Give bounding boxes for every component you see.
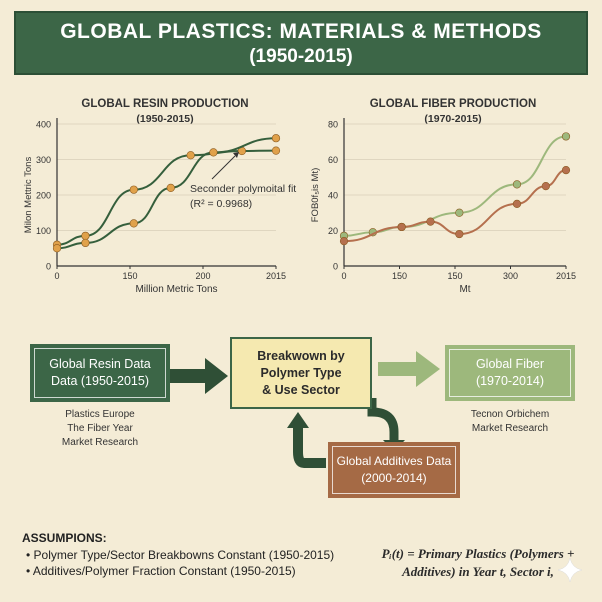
data-point [455,229,464,239]
formula-line2: Additives) in Year t, Sector i, [402,564,554,579]
y-tick-label: 100 [36,226,51,236]
page-title: GLOBAL PLASTICS: MATERIALS & METHODS [60,20,542,43]
chart-subtitle: (1970-2015) [424,113,481,125]
y-tick-label: 0 [333,262,338,272]
assumption-text: Polymer Type/Sector Breakbowns Constant … [33,548,335,562]
y-tick-label: 80 [328,120,338,130]
arrow-breakdown-to-additives [367,398,399,442]
data-point [512,199,522,208]
x-tick-label: 2015 [266,271,286,281]
fiber-sources: Tecnon Orbichem Market Research [445,408,575,436]
x-axis-label: Million Metric Tons [135,284,217,295]
formula-line1: Pᵢ(t) = Primary Plastics (Polymers + [381,546,575,561]
data-point [455,208,464,217]
breakdown-box: Breakwown by Polymer Type & Use Sector [230,337,372,409]
data-point [271,134,281,143]
assumption-text: Additives/Polymer Fraction Constant (195… [32,564,296,578]
y-tick-label: 60 [328,155,338,165]
x-tick-label: 2015 [556,271,576,281]
y-tick-label: 200 [36,191,51,201]
resin-production-chart: GLOBAL RESIN PRODUCTION (1950-2015) 0 100 20… [23,98,296,295]
x-tick-label: 0 [54,271,59,281]
x-tick-label: 150 [447,271,462,281]
chart-subtitle: (1950-2015) [136,113,193,125]
data-point [209,148,218,157]
data-point [166,183,175,192]
data-point [186,151,195,160]
sparkle-icon [557,557,583,583]
y-tick-label: 400 [36,120,51,130]
breakdown-line3: & Use Sector [262,382,340,397]
data-point [271,146,281,155]
data-point [129,219,138,228]
resin-data-box: Global Resin Data Data (1950-2015) [30,344,170,402]
additives-line1: Global Additives Data [336,454,452,468]
data-point [426,217,435,226]
data-point [397,222,406,232]
data-point [541,182,550,191]
data-point [81,238,90,248]
data-point [561,132,571,141]
x-tick-label: 150 [392,271,407,281]
data-point [512,180,522,189]
formula: Pᵢ(t) = Primary Plastics (Polymers + Add… [368,545,588,581]
data-point [129,185,138,194]
source-market-research-fiber: Market Research [471,423,549,434]
resin-sources: Plastics Europe The Fiber Year Market Re… [30,408,170,450]
chart-title: GLOBAL FIBER PRODUCTION [370,98,537,110]
assumptions: ASSUMPIONS: • Polymer Type/Sector Breakb… [22,531,334,580]
assumptions-heading: ASSUMPIONS: [22,531,107,545]
data-point [339,237,349,246]
fiber-line2: (1970-2014) [475,374,545,388]
y-tick-label: 0 [46,262,51,272]
annotation-arrowhead [233,152,239,158]
x-tick-label: 0 [341,271,346,281]
annotation-pointer [211,155,236,180]
fiber-data-box: Global Fiber (1970-2014) [445,345,575,401]
arrow-breakdown-to-fiber [378,351,440,387]
assumption-item: • Additives/Polymer Fraction Constant (1… [26,564,296,578]
breakdown-line2: Polymer Type [260,365,342,380]
additives-line2: (2000-2014) [361,471,427,485]
data-point [52,244,62,253]
y-tick-label: 300 [36,155,51,165]
breakdown-line1: Breakwown by [257,348,345,363]
fiber-line1: Global Fiber [475,357,545,371]
arrow-additives-to-breakdown [293,425,326,468]
resin-data-label: Global Resin Data Data (1950-2015) [49,357,151,388]
arrow-resin-to-breakdown [170,358,228,394]
x-tick-label: 300 [503,271,518,281]
x-axis-label: Mt [459,284,470,295]
page-subtitle: (1950-2015) [249,46,353,67]
x-tick-label: 200 [195,271,210,281]
title-banner: GLOBAL PLASTICS: MATERIALS & METHODS (19… [14,11,588,75]
data-point [561,166,571,175]
x-tick-label: 150 [122,271,137,281]
source-tecnon: Tecnon Orbichem [470,409,550,420]
additives-data-box: Global Additives Data (2000-2014) [328,442,460,498]
annotation-line2: (R² = 0.9968) [190,198,252,210]
source-fiber-year: The Fiber Year [67,423,133,434]
chart-title: GLOBAL RESIN PRODUCTION [81,98,248,110]
y-axis-label: FOB0f₅is Mt) [310,168,321,223]
y-tick-label: 40 [328,191,338,201]
source-plastics-europe: Plastics Europe [65,409,135,420]
y-tick-label: 20 [328,226,338,236]
y-axis-label: Milon Mettric Tons [23,157,34,234]
source-market-research: Market Research [61,437,139,448]
fiber-production-chart: GLOBAL FIBER PRODUCTION (1970-2015) 0 20 40 6… [310,98,576,295]
assumption-item: • Polymer Type/Sector Breakbowns Constan… [26,548,335,562]
annotation-line1: Seconder polymoital fit [190,183,296,195]
